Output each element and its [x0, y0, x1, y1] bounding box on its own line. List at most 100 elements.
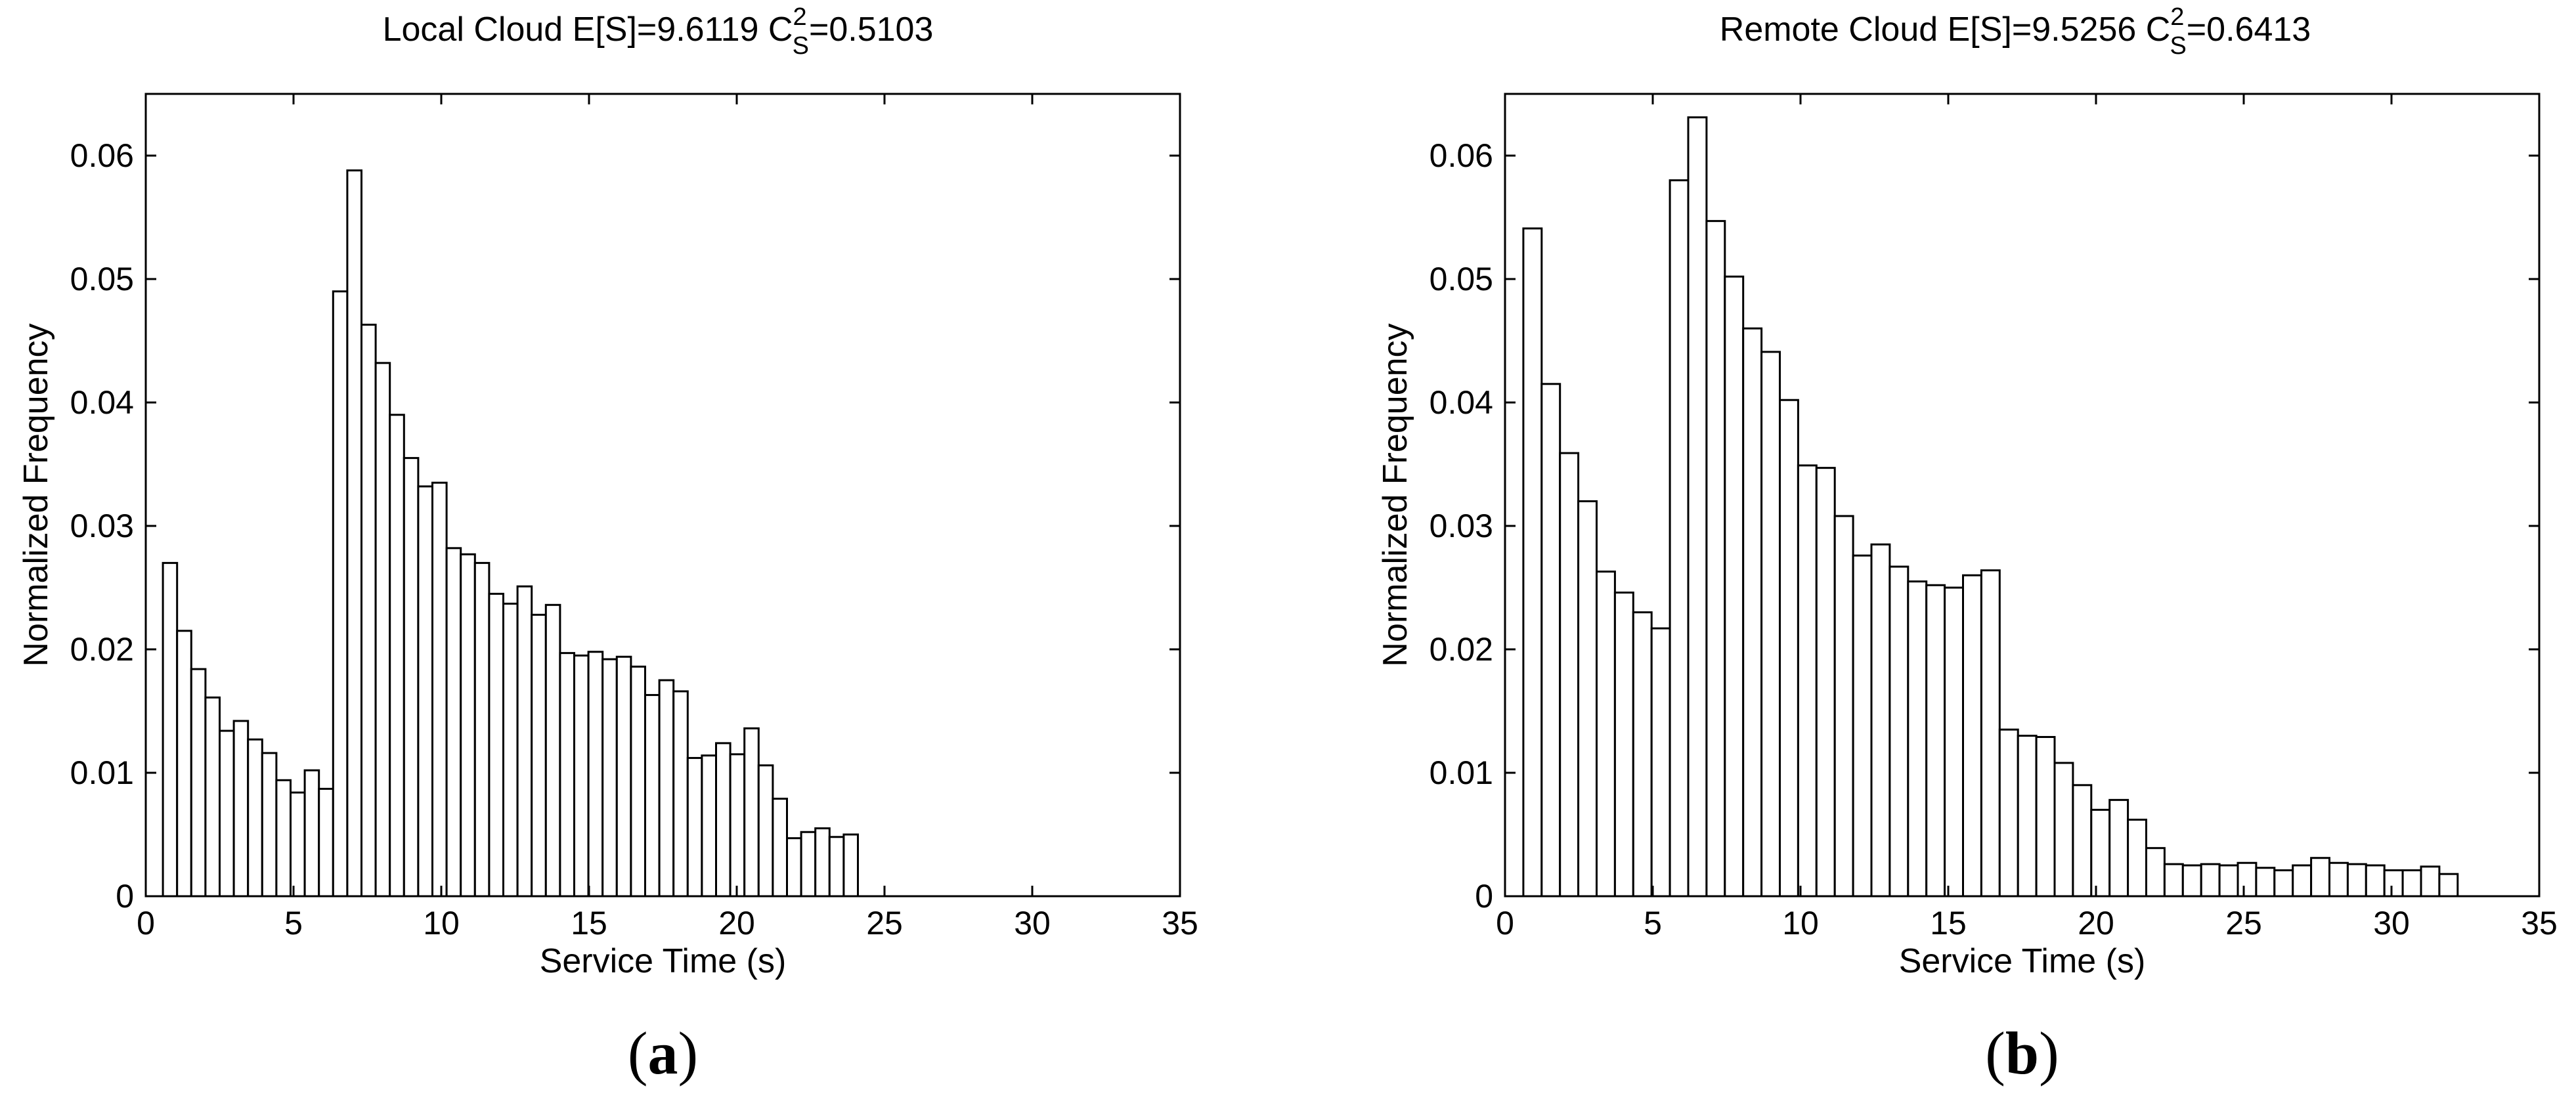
- histogram-bar: [2237, 861, 2258, 898]
- y-tick-label: 0.05: [1430, 261, 1493, 297]
- title-prefix-a: Local Cloud E[S]=9.6119: [383, 11, 768, 49]
- title-suffix-a: =0.5103: [809, 11, 933, 49]
- y-axis-label-a: Normalized Frequency: [17, 323, 55, 666]
- histogram-bar: [1833, 515, 1854, 898]
- y-tick-label: 0.03: [1430, 508, 1493, 544]
- histogram-bar: [686, 756, 703, 898]
- histogram-bar: [1852, 554, 1873, 898]
- x-tick-label: 30: [1014, 905, 1051, 942]
- histogram-bar: [1925, 584, 1946, 898]
- histogram-bar: [290, 791, 306, 898]
- histogram-bar: [1577, 500, 1598, 898]
- histogram-bar: [559, 652, 576, 898]
- histogram-bar: [743, 727, 760, 898]
- x-tick-label: 20: [2078, 905, 2114, 942]
- x-axis-a: 0 5 10 15 20 25 30 35: [137, 94, 1198, 942]
- histogram-bar: [1760, 351, 1781, 898]
- histogram-bar: [786, 837, 802, 898]
- histogram-bar: [2438, 873, 2459, 898]
- histogram-bar: [1870, 543, 1891, 898]
- x-tick-label: 10: [423, 905, 460, 942]
- histogram-bar: [2090, 808, 2111, 898]
- histogram-bar: [800, 831, 817, 898]
- y-tick-label: 0.01: [1430, 754, 1493, 791]
- histogram-bar: [389, 414, 405, 898]
- title-superscript-a: 2: [793, 3, 806, 31]
- histogram-bar: [630, 665, 647, 898]
- y-tick-label: 0.01: [70, 754, 134, 791]
- x-tick-label: 35: [1162, 905, 1198, 942]
- histogram-bar: [2365, 864, 2386, 898]
- histogram-bar: [261, 752, 278, 898]
- y-tick-label: 0.02: [70, 631, 134, 668]
- histogram-bar: [247, 738, 263, 898]
- x-tick-label: 0: [1496, 905, 1514, 942]
- histogram-bar: [2017, 735, 2038, 898]
- y-tick-label: 0: [1475, 878, 1493, 915]
- histogram-bar: [1687, 116, 1708, 898]
- x-tick-label: 25: [866, 905, 903, 942]
- x-tick-label: 0: [137, 905, 155, 942]
- histogram-bar: [2181, 864, 2202, 898]
- histogram-bar: [2218, 864, 2239, 898]
- y-tick-label: 0.04: [1430, 384, 1493, 421]
- histogram-bar: [417, 485, 434, 898]
- histogram-bar: [2346, 863, 2367, 898]
- plot-area-frame-b: [1504, 93, 2541, 898]
- bar-series-a: [162, 169, 860, 898]
- histogram-bar: [544, 603, 561, 898]
- histogram-bar: [1742, 327, 1763, 898]
- histogram-bar: [204, 696, 221, 898]
- histogram-bar: [374, 362, 391, 898]
- x-axis-label-a: Service Time (s): [540, 942, 787, 980]
- histogram-bar: [176, 630, 192, 898]
- title-prefix-b: Remote Cloud E[S]=9.5256: [1720, 11, 2146, 49]
- histogram-bar: [2401, 869, 2422, 898]
- title-subscript-b: S: [2170, 32, 2186, 60]
- y-tick-label: 0.04: [70, 384, 134, 421]
- histogram-bar: [2273, 869, 2294, 898]
- chart-title-a: Local Cloud E[S]=9.6119 C2 S=0.5103: [383, 3, 934, 60]
- histogram-bar: [715, 742, 731, 898]
- x-axis-b: 0 5 10 15 20 25 30 35: [1496, 94, 2558, 942]
- histogram-bar: [1980, 569, 2001, 898]
- y-tick-label: 0.06: [1430, 137, 1493, 174]
- histogram-bar: [2053, 762, 2074, 898]
- histogram-bar: [1888, 565, 1910, 898]
- histogram-bar: [1944, 586, 1965, 898]
- histogram-bar: [1596, 571, 1616, 898]
- histogram-bar: [445, 547, 462, 898]
- histogram-bar: [1797, 464, 1818, 898]
- histogram-bar: [2255, 867, 2276, 898]
- histogram-bar: [658, 679, 675, 898]
- histogram-bar: [615, 655, 632, 898]
- bar-series-b: [1522, 116, 2459, 898]
- x-axis-label-b: Service Time (s): [1899, 942, 2146, 980]
- histogram-bar: [190, 668, 207, 898]
- histogram-bar: [2310, 857, 2331, 898]
- panel-letter-b: b: [2005, 1020, 2039, 1087]
- title-superscript-b: 2: [2170, 3, 2184, 31]
- histogram-bar: [1522, 227, 1543, 898]
- histogram-bar: [516, 585, 533, 898]
- histogram-bar: [2108, 798, 2129, 898]
- histogram-bar: [1613, 592, 1634, 898]
- y-axis-label-b: Normalized Frequency: [1376, 323, 1414, 666]
- title-symbol-a: C: [768, 11, 793, 49]
- histogram-bar: [318, 787, 334, 898]
- histogram-bar: [303, 769, 320, 898]
- histogram-bar: [587, 651, 604, 898]
- histogram-bar: [1998, 728, 2019, 898]
- histogram-bar: [842, 833, 860, 898]
- histogram-bar: [601, 658, 618, 898]
- histogram-bar: [1632, 611, 1653, 898]
- histogram-bar: [2072, 784, 2093, 898]
- x-tick-label: 25: [2225, 905, 2262, 942]
- histogram-bar: [531, 613, 547, 898]
- histogram-bar: [1815, 467, 1836, 898]
- histogram-bar: [488, 592, 505, 898]
- x-tick-label: 5: [1644, 905, 1662, 942]
- panel-letter-a: a: [648, 1020, 678, 1087]
- x-tick-label: 10: [1782, 905, 1819, 942]
